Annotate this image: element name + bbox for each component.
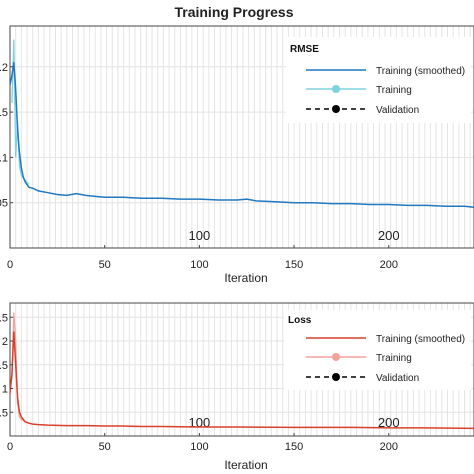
rmse-y-tick-label: .2 bbox=[0, 62, 8, 74]
rmse-legend-validation-label: Validation bbox=[376, 105, 419, 116]
loss-legend-title: Loss bbox=[288, 315, 312, 326]
rmse-legend-training-label: Training bbox=[376, 85, 412, 96]
rmse-smoothed-line bbox=[9, 62, 474, 208]
rmse-epoch-label: 100 bbox=[189, 228, 211, 243]
rmse-legend: RMSE Training (smoothed) Training Valida… bbox=[286, 37, 471, 123]
loss-y-tick-label: 2.5 bbox=[0, 312, 8, 324]
loss-x-axis-label: Iteration bbox=[224, 458, 267, 472]
rmse-y-tick-label: .05 bbox=[0, 198, 8, 210]
rmse-legend-title: RMSE bbox=[290, 44, 319, 55]
rmse-y-ticks: .05 .1 .15 .2 bbox=[0, 62, 13, 210]
loss-legend-validation-marker bbox=[332, 373, 340, 381]
rmse-x-axis-label: Iteration bbox=[224, 271, 267, 285]
rmse-x-tick-label: 0 bbox=[7, 259, 13, 271]
rmse-y-tick-label: .15 bbox=[0, 107, 8, 119]
loss-series-smoothed bbox=[9, 331, 474, 430]
rmse-x-tick-label: 200 bbox=[380, 259, 398, 271]
loss-x-tick-label: 50 bbox=[99, 441, 111, 453]
loss-y-tick-label: 1.5 bbox=[0, 360, 8, 372]
loss-legend-smoothed-label: Training (smoothed) bbox=[376, 334, 465, 345]
loss-training-line bbox=[11, 312, 30, 424]
loss-legend-training-label: Training bbox=[376, 353, 412, 364]
rmse-legend-smoothed-label: Training (smoothed) bbox=[376, 66, 465, 77]
loss-x-tick-label: 150 bbox=[285, 441, 303, 453]
loss-x-tick-label: 200 bbox=[380, 441, 398, 453]
rmse-series-smoothed bbox=[9, 62, 474, 208]
rmse-x-tick-label: 150 bbox=[285, 259, 303, 271]
rmse-epoch-label: 200 bbox=[378, 228, 400, 243]
rmse-legend-training-marker bbox=[332, 85, 340, 93]
rmse-x-tick-label: 50 bbox=[99, 259, 111, 271]
rmse-epoch-labels: 100 200 bbox=[189, 228, 400, 243]
loss-epoch-label: 200 bbox=[378, 415, 400, 430]
loss-x-tick-label: 100 bbox=[190, 441, 208, 453]
loss-y-tick-label: 1 bbox=[2, 384, 8, 396]
figure-title: Training Progress bbox=[174, 4, 293, 20]
rmse-legend-validation-marker bbox=[332, 105, 340, 113]
loss-y-tick-label: 2 bbox=[2, 336, 8, 348]
loss-panel: 100 200 .5 1 1.5 2 2.5 0 50 100 150 200 Iteration… bbox=[0, 302, 474, 472]
rmse-x-ticks: 0 50 100 150 200 bbox=[7, 245, 398, 271]
rmse-y-tick-label: .1 bbox=[0, 152, 8, 164]
rmse-panel: 100 200 .05 .1 .15 .2 0 50 100 150 200 Iteration… bbox=[0, 25, 474, 285]
loss-y-ticks: .5 1 1.5 2 2.5 bbox=[0, 312, 13, 419]
loss-x-tick-label: 0 bbox=[7, 441, 13, 453]
loss-legend-validation-label: Validation bbox=[376, 373, 419, 384]
loss-legend-training-marker bbox=[332, 353, 340, 361]
loss-plot-frame bbox=[9, 302, 474, 437]
rmse-x-tick-label: 100 bbox=[190, 259, 208, 271]
loss-legend: Loss Training (smoothed) Training Valida… bbox=[284, 310, 471, 390]
loss-series-training bbox=[11, 312, 30, 424]
rmse-plot-frame bbox=[9, 25, 474, 249]
loss-x-ticks: 0 50 100 150 200 bbox=[7, 433, 398, 453]
loss-epoch-label: 100 bbox=[189, 415, 211, 430]
loss-smoothed-line bbox=[9, 331, 474, 430]
loss-y-tick-label: .5 bbox=[0, 407, 8, 419]
